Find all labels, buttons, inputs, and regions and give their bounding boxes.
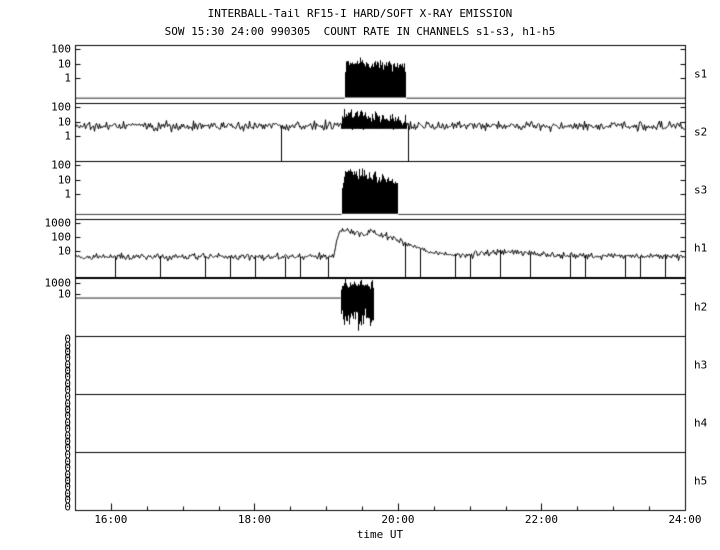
y-tick-label: 1000 [44,216,72,230]
y-tick-label: 100 [51,42,71,56]
x-axis-title: time UT [356,528,404,541]
y-tick-label: 0 [64,358,71,372]
y-tick-label: 0 [64,468,71,482]
y-tick-label: 1 [64,71,71,85]
y-tick-label: 0 [64,416,71,430]
panel-label: h4 [694,416,708,430]
y-tick-label: 0 [64,409,71,423]
y-tick-label: 0 [64,332,71,346]
y-tick-label: 0 [64,390,71,404]
y-tick-label: 10 [57,115,71,129]
y-tick-label: 1 [64,187,71,201]
y-tick-label: 0 [64,448,71,462]
y-tick-label: 0 [64,351,71,365]
y-tick-label: 0 [64,435,71,449]
y-tick-label: 0 [64,339,71,353]
x-tick-label: 24:00 [668,513,702,526]
y-tick-label: 0 [64,487,71,501]
y-tick-label: 0 [64,480,71,494]
y-tick-label: 0 [64,429,71,443]
y-tick-label: 1 [64,129,71,143]
y-tick-label: 10 [57,173,71,187]
x-tick-label: 16:00 [94,513,128,526]
y-tick-label: 0 [64,461,71,475]
x-tick-label: 20:00 [381,513,415,526]
y-tick-label: 100 [51,158,71,172]
x-tick-label: 22:00 [524,513,559,526]
panel-label: h2 [694,300,708,314]
y-tick-label: 10 [57,287,71,301]
y-tick-label: 0 [64,397,71,411]
panel-label: h1 [694,241,708,255]
y-tick-label: 100 [51,100,71,114]
y-tick-label: 0 [64,441,71,455]
y-tick-label: 0 [64,493,71,507]
y-tick-label: 10 [57,244,71,258]
y-tick-label: 0 [64,377,71,391]
panel-label: s3 [694,183,708,197]
y-tick-label: 0 [64,403,71,417]
y-tick-label: 0 [64,383,71,397]
panel-label: h3 [694,358,708,372]
y-tick-label: 100 [51,230,71,244]
y-tick-label: 0 [64,422,71,436]
y-tick-label: 0 [64,364,71,378]
y-tick-label: 0 [64,500,71,514]
y-tick-label: 0 [64,345,71,359]
y-tick-label: 0 [64,370,71,384]
y-tick-label: 1000 [44,276,72,290]
y-tick-label: 0 [64,474,71,488]
x-tick-label: 18:00 [237,513,271,526]
panel-label: h5 [694,474,708,488]
y-tick-label: 10 [57,57,71,71]
panel-label: s2 [694,125,708,139]
y-tick-label: 0 [64,455,71,469]
panel-label: s1 [694,67,708,81]
